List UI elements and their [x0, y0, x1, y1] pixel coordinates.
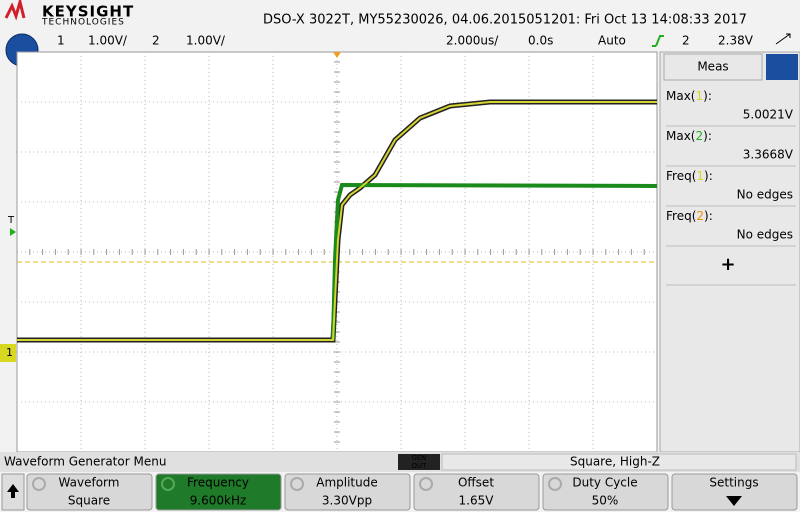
meas-label-suffix: ):	[704, 209, 713, 223]
softkey-label: Waveform	[59, 476, 120, 490]
back-arrow	[7, 484, 19, 498]
softkey[interactable]	[284, 473, 411, 511]
ch1-scale: 1.00V/	[88, 34, 128, 48]
trigger-marker-arrow	[10, 228, 16, 236]
softkey-value: 3.30Vpp	[322, 494, 372, 508]
meas-label-suffix: ):	[703, 89, 712, 103]
ch1-number: 1	[57, 34, 65, 48]
meas-label: Max(1):	[666, 89, 712, 103]
meas-channel: 1	[696, 89, 704, 103]
softkey-label: Offset	[458, 476, 494, 490]
trigger-marker: T	[7, 215, 15, 226]
ch1-trace	[17, 101, 657, 341]
meas-tab-2[interactable]	[766, 54, 798, 80]
meas-value: No edges	[737, 228, 793, 242]
meas-channel: 2	[696, 209, 704, 223]
meas-channel: 1	[696, 169, 704, 183]
menu-title: Waveform Generator Menu	[4, 455, 166, 469]
softkey-label: Duty Cycle	[572, 476, 637, 490]
meas-panel	[659, 51, 800, 453]
softkeys: Waveform Square Frequency 9.600kHz Amplitude…	[26, 473, 798, 511]
timebase: 2.000us/	[446, 34, 499, 48]
softkey-knob-icon	[548, 477, 562, 491]
touch-icon[interactable]	[775, 33, 791, 45]
softkey[interactable]	[413, 473, 540, 511]
gen-mode: Square, High-Z	[570, 455, 660, 469]
meas-label-suffix: ):	[704, 169, 713, 183]
trigger-mode: Auto	[598, 34, 626, 48]
ground-marker-label: 1	[6, 346, 13, 359]
ch2-trace	[331, 182, 658, 341]
brand-sub: TECHNOLOGIES	[41, 18, 125, 28]
softkey-arrow	[726, 496, 742, 506]
meas-label-prefix: Max(	[666, 129, 696, 143]
softkey-value: 1.65V	[459, 494, 495, 508]
softkey-knob-icon	[290, 477, 304, 491]
brand: KEYSIGHT	[42, 3, 134, 21]
softkey[interactable]	[671, 473, 798, 511]
gen-label: GEN	[411, 454, 426, 462]
meas-tab-label: Meas	[697, 60, 728, 74]
ch2-scale: 1.00V/	[186, 34, 226, 48]
meas-channel: 2	[696, 129, 704, 143]
scope-title: DSO-X 3022T, MY55230026, 04.06.201505120…	[263, 13, 747, 28]
delay: 0.0s	[528, 34, 553, 48]
trigger-level: 2.38V	[718, 34, 754, 48]
mode-box	[441, 453, 797, 471]
softkey[interactable]	[542, 473, 669, 511]
meas-tab[interactable]	[663, 53, 763, 81]
meas-label-suffix: ):	[703, 129, 712, 143]
softkey-knob-icon	[161, 477, 175, 491]
meas-add[interactable]: +	[720, 254, 735, 275]
softkey-label: Amplitude	[316, 476, 378, 490]
meas-value: 3.3668V	[743, 148, 794, 162]
meas-label-prefix: Freq(	[666, 169, 696, 183]
logo-mark	[4, 0, 26, 21]
meas-value: 5.0021V	[743, 108, 794, 122]
gen-out-badge	[398, 454, 440, 470]
ch2-number: 2	[152, 34, 160, 48]
trigger-icon	[652, 35, 664, 47]
softkey[interactable]	[26, 473, 153, 511]
softkey-knob-icon	[32, 477, 46, 491]
meas-label-prefix: Freq(	[666, 209, 696, 223]
softkey-knob-icon	[419, 477, 433, 491]
trigger-position-marker	[333, 52, 341, 58]
meas-label-prefix: Max(	[666, 89, 696, 103]
softkey[interactable]	[155, 473, 282, 511]
softkey-label: Frequency	[187, 476, 249, 490]
meas-label: Freq(1):	[666, 169, 713, 183]
softkey-value: Square	[68, 494, 110, 508]
softkey-value: 50%	[592, 494, 619, 508]
softkey-label: Settings	[709, 476, 758, 490]
trigger-source: 2	[682, 34, 690, 48]
ground-marker	[0, 344, 16, 362]
out-label: OUT	[412, 462, 428, 470]
meas-label: Freq(2):	[666, 209, 713, 223]
meas-value: No edges	[737, 188, 793, 202]
meas-label: Max(2):	[666, 129, 712, 143]
softkey-value: 9.600kHz	[190, 494, 247, 508]
